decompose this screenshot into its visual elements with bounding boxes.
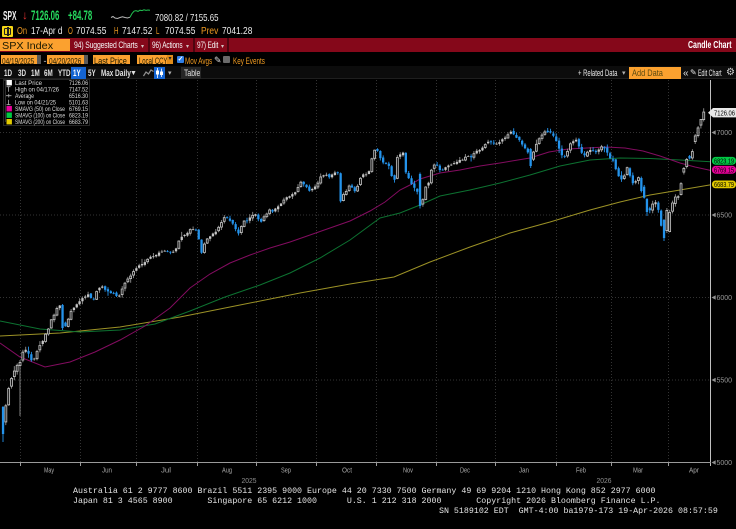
svg-text:2026: 2026 [597,478,612,485]
svg-text:SMAVG (200) on Close: SMAVG (200) on Close [15,119,65,126]
svg-text:5000: 5000 [717,458,733,467]
svg-text:Jun: Jun [102,465,112,474]
svg-text:Last Price: Last Price [15,80,42,87]
svg-text:2025: 2025 [242,478,257,485]
svg-text:5500: 5500 [717,376,733,385]
svg-text:Jul: Jul [161,465,171,474]
svg-text:6000: 6000 [717,293,733,302]
svg-text:Average: Average [15,93,34,100]
svg-text:May: May [44,465,54,474]
svg-text:7126.06: 7126.06 [69,80,88,87]
svg-text:Sep: Sep [281,465,291,474]
svg-text:6823.19: 6823.19 [714,156,734,165]
svg-text:High on 04/17/26: High on 04/17/26 [15,86,59,93]
svg-text:6823.19: 6823.19 [69,112,88,119]
svg-text:5101.63: 5101.63 [69,99,88,106]
svg-text:Feb: Feb [576,465,586,474]
svg-text:6683.79: 6683.79 [69,119,88,126]
svg-text:Aug: Aug [222,465,232,474]
svg-text:6500: 6500 [717,211,733,220]
svg-text:7147.52: 7147.52 [69,86,88,93]
svg-text:Low on 04/21/25: Low on 04/21/25 [15,99,56,106]
svg-text:6769.15: 6769.15 [69,106,88,113]
svg-text:SMAVG (100) on Close: SMAVG (100) on Close [15,112,65,119]
svg-text:6769.15: 6769.15 [714,165,734,174]
svg-text:Mar: Mar [633,465,643,474]
svg-text:Nov: Nov [403,465,413,474]
svg-text:6683.79: 6683.79 [714,180,734,189]
svg-text:Apr: Apr [689,465,699,474]
svg-text:Jan: Jan [519,465,529,474]
svg-text:7000: 7000 [717,128,733,137]
svg-text:SMAVG (50) on Close: SMAVG (50) on Close [15,106,65,113]
svg-text:6516.30: 6516.30 [69,93,88,100]
svg-text:Dec: Dec [460,465,470,474]
svg-text:Oct: Oct [342,465,353,474]
svg-text:7126.06: 7126.06 [714,109,735,118]
